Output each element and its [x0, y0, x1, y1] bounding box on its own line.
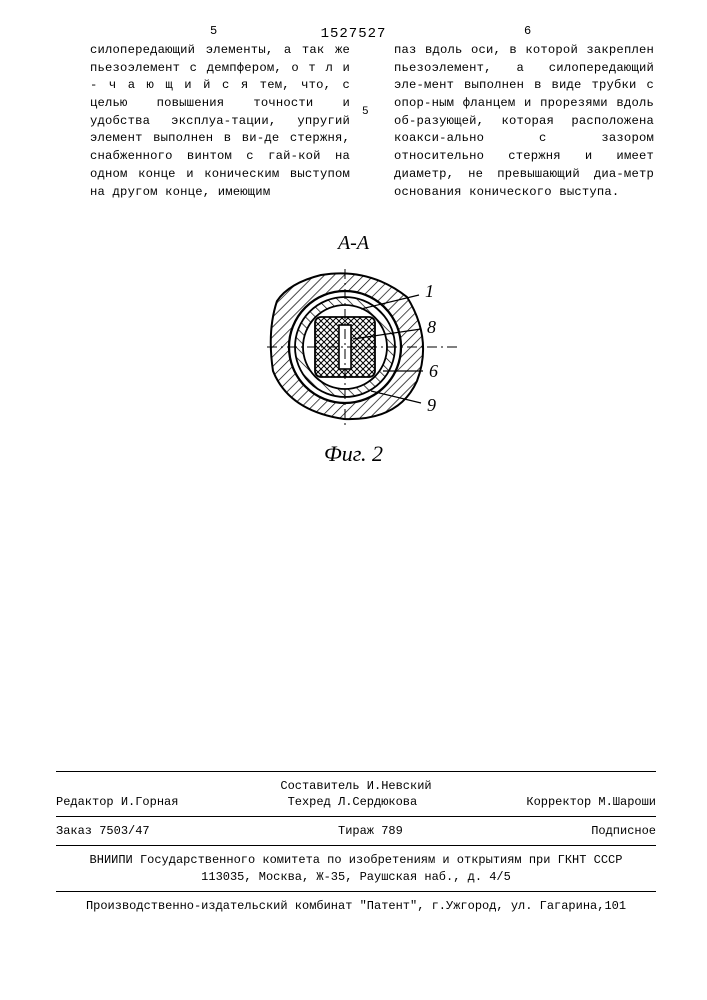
editor-name: И.Горная [121, 795, 179, 809]
corrector-label: Корректор [526, 795, 591, 809]
figure-diagram: 1 8 6 9 [249, 261, 459, 431]
figure-region: А-А [0, 232, 707, 467]
tirazh-value: 789 [381, 824, 403, 838]
text-column-left: силопередающий элементы, а так же пьезоэ… [90, 42, 350, 201]
org-line: ВНИИПИ Государственного комитета по изоб… [56, 852, 656, 868]
footer-rule-2 [56, 816, 656, 817]
tirazh-label: Тираж [338, 824, 374, 838]
page-number-left: 5 [210, 24, 217, 38]
printer-line: Производственно-издательский комбинат "П… [56, 898, 656, 914]
compiler-label: Составитель [280, 779, 359, 793]
footer-colophon: Составитель И.Невский Редактор И.Горная … [56, 765, 656, 914]
tech-name: Л.Сердюкова [338, 795, 417, 809]
address-line: 113035, Москва, Ж-35, Раушская наб., д. … [56, 869, 656, 885]
document-number: 1527527 [321, 26, 387, 42]
callout-6: 6 [429, 361, 438, 381]
subscription: Подписное [591, 823, 656, 839]
figure-caption: Фиг. 2 [0, 441, 707, 467]
callout-1: 1 [425, 281, 434, 301]
text-column-right: паз вдоль оси, в которой закреплен пьезо… [394, 42, 654, 201]
footer-rule-1 [56, 771, 656, 772]
footer-rule-3 [56, 845, 656, 846]
tech-label: Техред [288, 795, 331, 809]
callout-8: 8 [427, 317, 436, 337]
order-label: Заказ [56, 824, 92, 838]
callout-9: 9 [427, 395, 436, 415]
corrector-name: М.Шароши [598, 795, 656, 809]
figure-section-label: А-А [0, 232, 707, 255]
editor-label: Редактор [56, 795, 114, 809]
footer-rule-4 [56, 891, 656, 892]
page-number-right: 6 [524, 24, 531, 38]
order-value: 7503/47 [99, 824, 149, 838]
margin-line-number: 5 [362, 106, 369, 118]
compiler-name: И.Невский [367, 779, 432, 793]
